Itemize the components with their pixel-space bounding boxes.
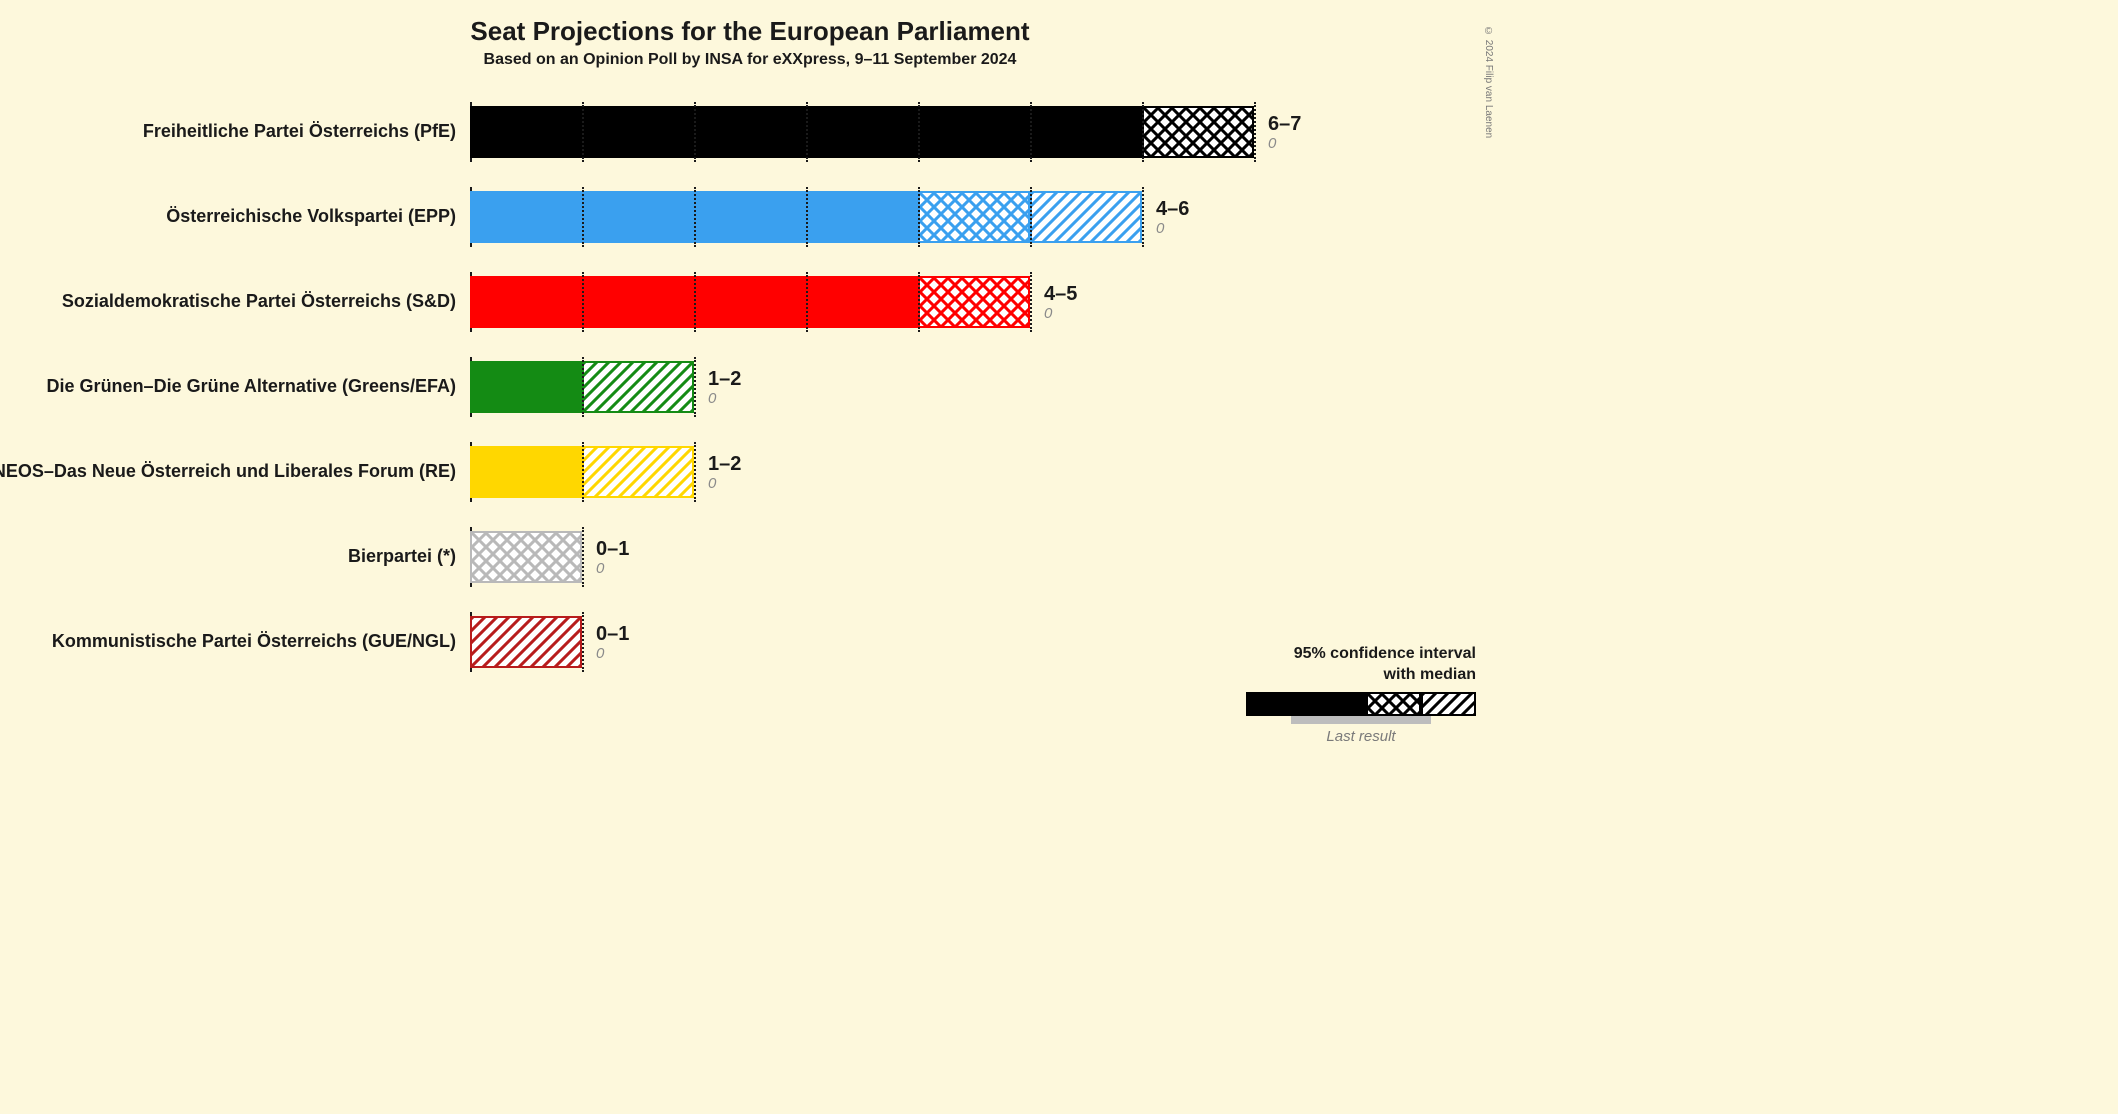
tick-line (918, 187, 920, 247)
range-label: 1–2 (708, 454, 741, 474)
tick-line (694, 442, 696, 502)
tick-line (582, 612, 584, 672)
tick-line (694, 357, 696, 417)
baseline-label: 0 (708, 476, 716, 491)
bar-segment-high (1030, 191, 1142, 243)
legend-text: 95% confidence interval with median (1246, 644, 1476, 686)
tick-line (582, 187, 584, 247)
chart-subtitle: Based on an Opinion Poll by INSA for eXX… (0, 51, 1500, 69)
legend-last-label: Last result (1246, 728, 1476, 745)
tick-line (1142, 102, 1144, 162)
tick-line (918, 102, 920, 162)
tick-line (1254, 102, 1256, 162)
bar-track: 4–60 (470, 191, 1440, 243)
tick-line (582, 272, 584, 332)
baseline-label: 0 (1268, 136, 1276, 151)
bar-segment-high (582, 446, 694, 498)
range-label: 0–1 (596, 539, 629, 559)
bar-track: 1–20 (470, 361, 1440, 413)
bar-segment-high (470, 531, 582, 583)
tick-line (806, 272, 808, 332)
bar-track: 4–50 (470, 276, 1440, 328)
tick-line (582, 102, 584, 162)
chart-row: Bierpartei (*)0–10 (470, 514, 1440, 599)
tick-line (1142, 187, 1144, 247)
range-label: 4–6 (1156, 199, 1189, 219)
legend: 95% confidence interval with median Last… (1246, 644, 1476, 745)
legend-last-bar (1291, 716, 1431, 724)
bar-track: 6–70 (470, 106, 1440, 158)
tick-line (1030, 272, 1032, 332)
copyright-text: © 2024 Filip van Laenen (1483, 26, 1494, 138)
tick-line (1030, 187, 1032, 247)
party-label: Bierpartei (*) (348, 546, 470, 567)
chart-row: Sozialdemokratische Partei Österreichs (… (470, 259, 1440, 344)
tick-line (582, 442, 584, 502)
baseline-label: 0 (708, 391, 716, 406)
party-label: Sozialdemokratische Partei Österreichs (… (62, 291, 470, 312)
chart-area: Freiheitliche Partei Österreichs (PfE)6–… (470, 89, 1440, 689)
chart-row: NEOS–Das Neue Österreich und Liberales F… (470, 429, 1440, 514)
baseline-label: 0 (596, 646, 604, 661)
tick-line (582, 527, 584, 587)
party-label: NEOS–Das Neue Österreich und Liberales F… (0, 461, 470, 482)
legend-seg-mid (1366, 692, 1421, 716)
party-label: Die Grünen–Die Grüne Alternative (Greens… (47, 376, 470, 397)
tick-line (694, 272, 696, 332)
range-label: 4–5 (1044, 284, 1077, 304)
range-label: 6–7 (1268, 114, 1301, 134)
bar-track: 0–10 (470, 531, 1440, 583)
bar-segment-high (1142, 106, 1254, 158)
tick-line (1030, 102, 1032, 162)
range-label: 1–2 (708, 369, 741, 389)
baseline-label: 0 (1044, 306, 1052, 321)
party-label: Österreichische Volkspartei (EPP) (166, 206, 470, 227)
legend-seg-low (1246, 692, 1366, 716)
legend-bar (1246, 692, 1476, 724)
baseline-label: 0 (596, 561, 604, 576)
tick-line (806, 102, 808, 162)
tick-line (918, 272, 920, 332)
bar-segment-low (470, 446, 582, 498)
tick-line (582, 357, 584, 417)
tick-line (806, 187, 808, 247)
bar-segment-high (582, 361, 694, 413)
range-label: 0–1 (596, 624, 629, 644)
bar-segment-mid (918, 191, 1030, 243)
chart-title: Seat Projections for the European Parlia… (0, 16, 1500, 47)
party-label: Freiheitliche Partei Österreichs (PfE) (143, 121, 470, 142)
bar-track: 1–20 (470, 446, 1440, 498)
chart-row: Österreichische Volkspartei (EPP)4–60 (470, 174, 1440, 259)
bar-segment-high (918, 276, 1030, 328)
tick-line (694, 187, 696, 247)
bar-segment-high (470, 616, 582, 668)
tick-line (694, 102, 696, 162)
legend-seg-high (1421, 692, 1476, 716)
chart-row: Freiheitliche Partei Österreichs (PfE)6–… (470, 89, 1440, 174)
bar-segment-low (470, 361, 582, 413)
party-label: Kommunistische Partei Österreichs (GUE/N… (52, 631, 470, 652)
baseline-label: 0 (1156, 221, 1164, 236)
chart-row: Die Grünen–Die Grüne Alternative (Greens… (470, 344, 1440, 429)
